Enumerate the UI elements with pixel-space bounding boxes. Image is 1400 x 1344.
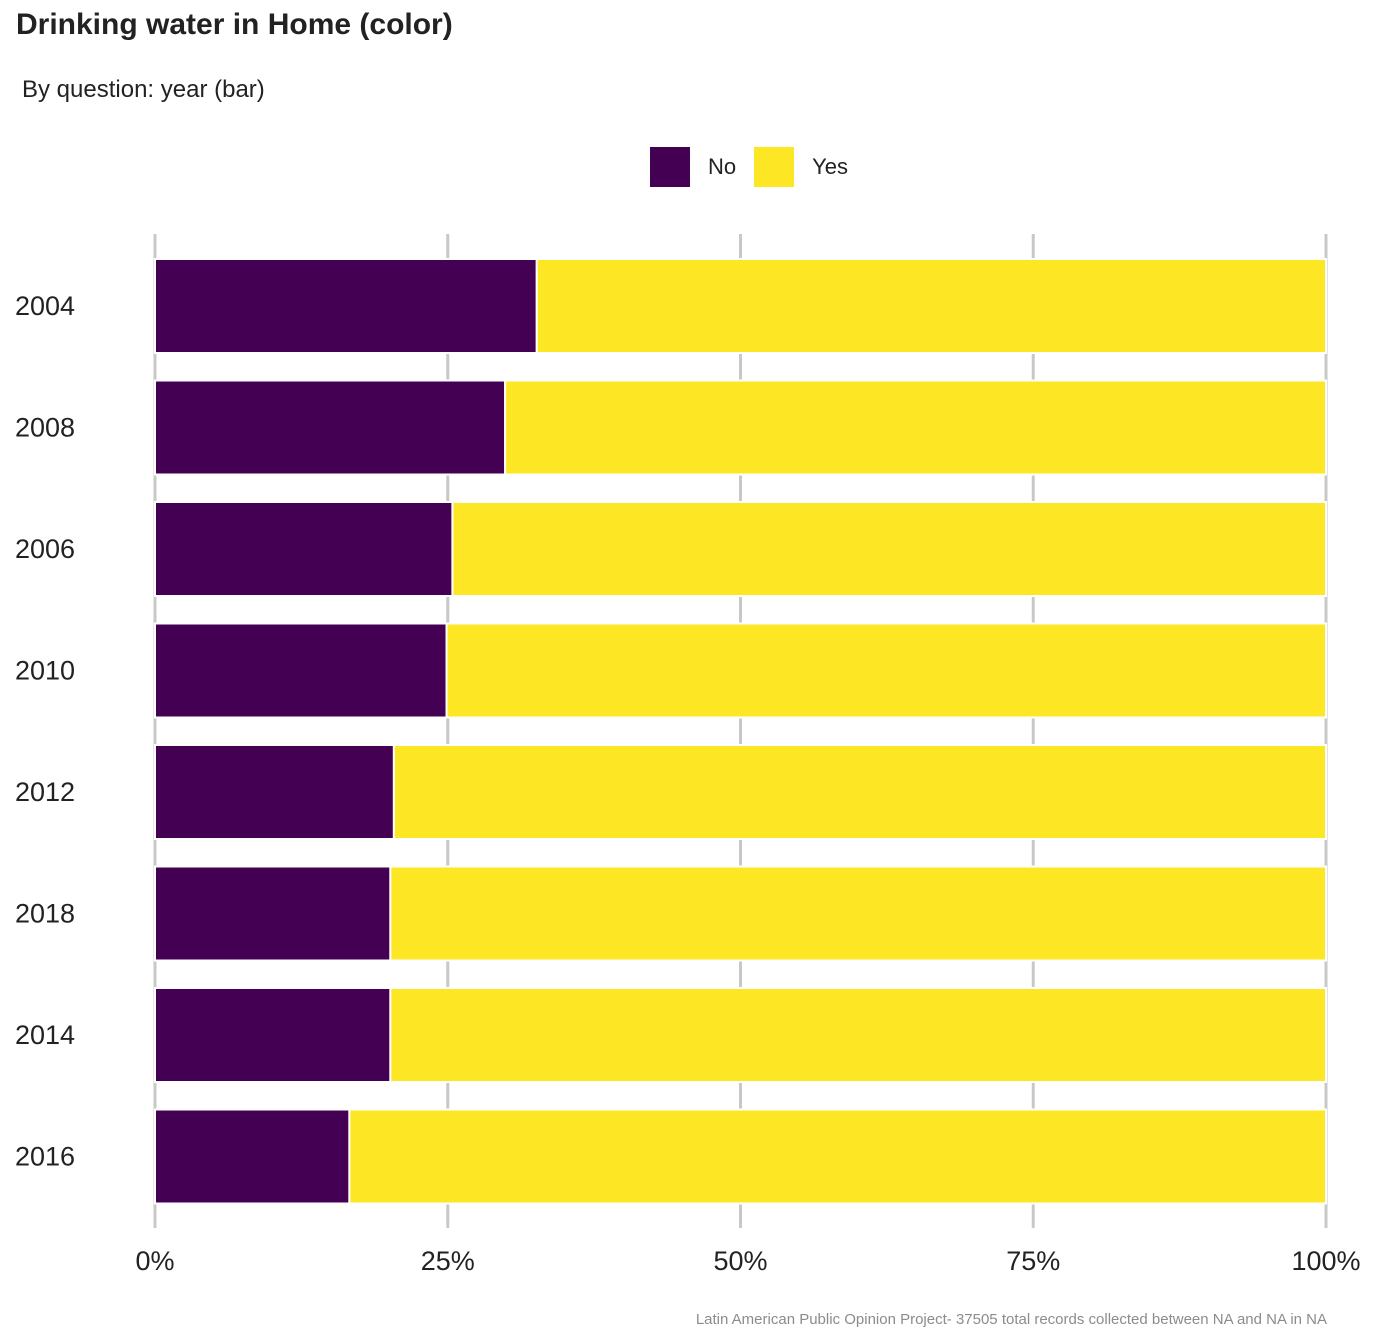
bar-yes-2016 xyxy=(348,1108,1327,1205)
y-tick-label-2014: 2014 xyxy=(15,1020,75,1050)
y-tick-label-2004: 2004 xyxy=(15,291,75,321)
x-tick-label-4: 100% xyxy=(1291,1246,1360,1276)
bar-no-2014 xyxy=(154,987,392,1083)
bar-yes-2008 xyxy=(504,379,1327,476)
legend-label-yes: Yes xyxy=(812,154,849,179)
bar-yes-2006 xyxy=(451,501,1327,597)
y-tick-label-2006: 2006 xyxy=(15,534,75,564)
bar-no-2016 xyxy=(154,1108,351,1205)
bar-no-2018 xyxy=(154,865,392,962)
bar-yes-2014 xyxy=(389,987,1328,1083)
legend-label-no: No xyxy=(708,154,737,179)
legend-swatch-yes xyxy=(754,147,795,187)
x-axis-labels: 0% 25% 50% 75% 100% xyxy=(135,1246,1360,1276)
chart-title: Drinking water in Home (color) xyxy=(16,8,453,41)
y-tick-label-2008: 2008 xyxy=(15,413,75,443)
x-tick-label-1: 25% xyxy=(421,1246,475,1276)
bar-no-2012 xyxy=(154,744,395,840)
y-tick-label-2016: 2016 xyxy=(15,1142,75,1172)
bar-yes-2012 xyxy=(392,744,1328,840)
chart-subtitle: By question: year (bar) xyxy=(22,76,265,103)
y-axis-labels: 2004 2008 2006 2010 2012 2018 2014 2016 xyxy=(15,291,75,1172)
legend-swatch-no xyxy=(650,147,690,187)
bar-no-2004 xyxy=(154,258,538,354)
chart-caption: Latin American Public Opinion Project- 3… xyxy=(695,1311,1327,1328)
y-tick-label-2018: 2018 xyxy=(15,899,75,929)
legend-item-yes: Yes xyxy=(754,147,848,187)
bars xyxy=(154,258,1328,1205)
legend-item-no: No xyxy=(650,147,736,187)
x-tick-label-2: 50% xyxy=(713,1246,767,1276)
bar-no-2006 xyxy=(154,501,454,597)
bar-no-2008 xyxy=(154,379,507,476)
bar-yes-2018 xyxy=(389,865,1328,962)
x-tick-label-3: 75% xyxy=(1006,1246,1060,1276)
y-tick-label-2010: 2010 xyxy=(15,656,75,686)
bar-chart: 2004 2008 2006 2010 2012 2018 2014 2016 0% 25% 50… xyxy=(15,234,1361,1276)
bar-yes-2004 xyxy=(535,258,1327,354)
y-tick-label-2012: 2012 xyxy=(15,777,75,807)
x-tick-label-0: 0% xyxy=(135,1246,174,1276)
bar-no-2010 xyxy=(154,622,448,719)
bar-yes-2010 xyxy=(445,622,1328,719)
legend: No Yes xyxy=(650,147,866,187)
